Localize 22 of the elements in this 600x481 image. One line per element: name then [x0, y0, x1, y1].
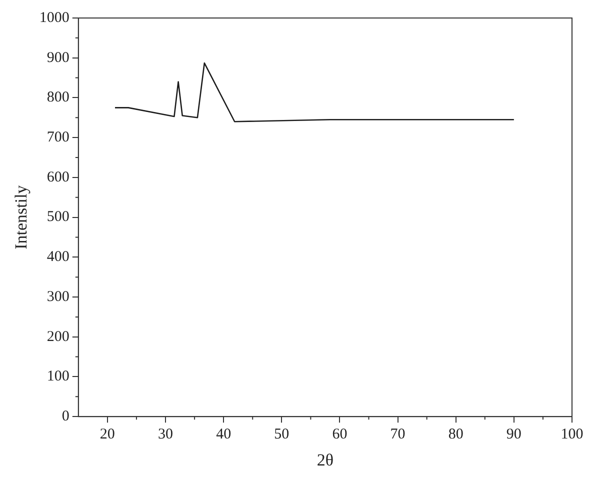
x-axis-title: 2θ [316, 450, 334, 470]
y-tick-label: 900 [46, 50, 70, 66]
x-tick-label: 80 [448, 426, 464, 443]
x-tick-label: 90 [506, 426, 522, 443]
y-tick-label: 700 [46, 130, 70, 146]
y-tick-label: 300 [46, 288, 70, 305]
y-tick-label: 500 [46, 209, 70, 226]
x-tick-label: 100 [560, 426, 584, 443]
y-tick-label: 800 [46, 90, 70, 106]
x-tick-label: 70 [390, 426, 406, 443]
y-tick-label: 0 [62, 408, 70, 425]
y-tick-label: 600 [46, 169, 70, 186]
y-tick-label: 1000 [39, 10, 70, 26]
x-tick-label: 50 [274, 426, 290, 443]
x-tick-label: 30 [158, 426, 174, 443]
x-tick-label: 60 [332, 426, 348, 443]
y-axis-title: Intenstily [12, 184, 31, 250]
y-tick-label: 100 [46, 368, 70, 385]
y-tick-label: 400 [46, 249, 70, 266]
y-tick-label: 200 [46, 328, 70, 345]
x-tick-label: 20 [100, 426, 115, 443]
x-tick-label: 40 [216, 426, 232, 443]
